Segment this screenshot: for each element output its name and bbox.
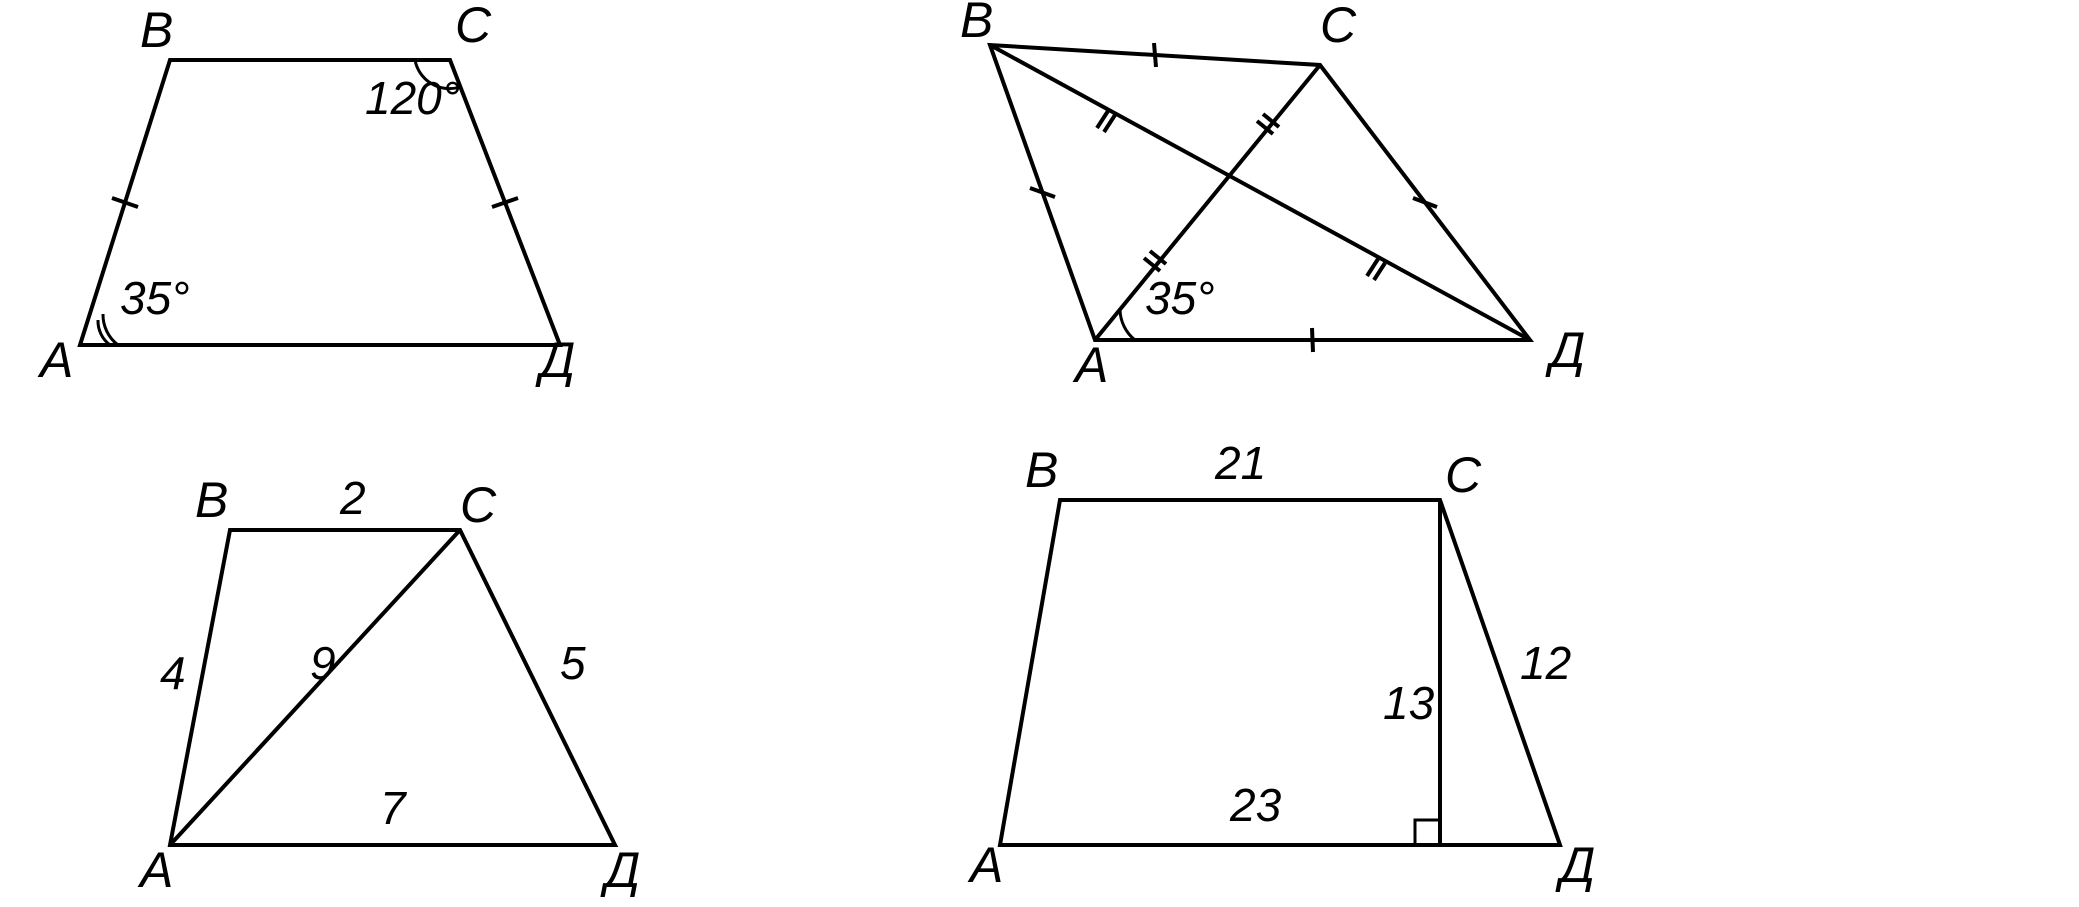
fig3-vertex-B: B xyxy=(195,475,228,525)
fig1-angle-A-label: 35° xyxy=(120,275,190,321)
fig3-side-BC: 2 xyxy=(340,475,366,521)
fig3-diag-AC: 9 xyxy=(310,640,336,686)
fig4-side-BC: 21 xyxy=(1215,440,1266,486)
fig2-angle-A-label: 35° xyxy=(1145,275,1215,321)
fig1-vertex-A: A xyxy=(40,335,73,385)
fig4-vertex-B: B xyxy=(1025,445,1058,495)
fig4-height: 13 xyxy=(1383,680,1434,726)
fig1-vertex-D: Д xyxy=(540,335,575,385)
fig2-vertex-A: A xyxy=(1075,340,1108,390)
fig3-side-AB: 4 xyxy=(160,650,186,696)
fig3-side-CD: 5 xyxy=(560,640,586,686)
fig3-vertex-A: A xyxy=(140,845,173,895)
fig2-rhombus xyxy=(990,43,1530,352)
fig4-side-AD: 23 xyxy=(1230,782,1281,828)
fig4-vertex-C: C xyxy=(1445,450,1481,500)
fig4-side-CD: 12 xyxy=(1520,640,1571,686)
fig4-vertex-D: Д xyxy=(1560,840,1595,890)
fig3-side-AD: 7 xyxy=(380,785,406,831)
fig3-vertex-D: Д xyxy=(605,845,640,895)
fig1-vertex-C: C xyxy=(455,0,491,50)
fig3-vertex-C: C xyxy=(460,480,496,530)
fig2-vertex-B: B xyxy=(960,0,993,45)
fig1-angle-C-label: 120° xyxy=(365,75,460,121)
fig2-vertex-C: C xyxy=(1320,0,1356,50)
fig2-vertex-D: Д xyxy=(1550,325,1585,375)
fig1-vertex-B: B xyxy=(140,5,173,55)
fig4-vertex-A: A xyxy=(970,840,1003,890)
